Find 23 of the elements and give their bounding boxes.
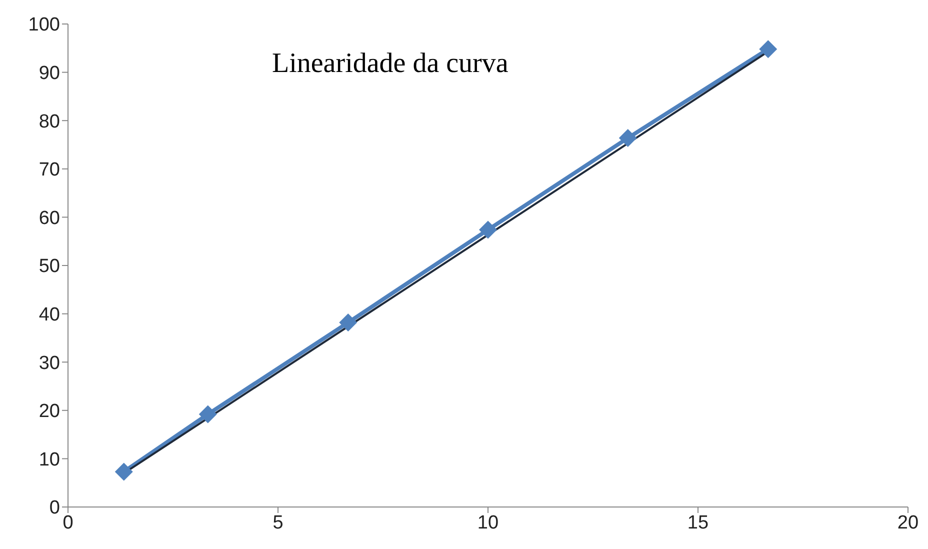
point	[339, 313, 358, 332]
point	[618, 128, 637, 147]
text: Linearidade da curva	[272, 48, 508, 80]
point	[198, 405, 217, 424]
y-tick-label: 70	[38, 160, 60, 181]
y-tick-label: 30	[38, 352, 60, 374]
y-tick-label: 10	[38, 449, 60, 470]
point	[479, 220, 497, 239]
y-tick-label: 90	[38, 63, 60, 84]
y-tick-label: 60	[38, 208, 60, 229]
y-tick-label: 40	[38, 304, 60, 326]
y-tick-label: 20	[38, 401, 60, 422]
point	[114, 462, 133, 481]
x-tick-label: 20	[897, 512, 919, 534]
x-tick-label: 10	[477, 512, 499, 534]
y-tick-label: 0	[49, 498, 60, 519]
x-tick-label: 15	[687, 512, 709, 534]
y-tick-label: 100	[28, 14, 60, 36]
y-tick-label: 80	[38, 111, 60, 132]
x-tick-label: 0	[62, 512, 74, 534]
point	[759, 40, 778, 58]
x-tick-label: 5	[272, 512, 284, 534]
y-tick-label: 50	[38, 256, 60, 278]
